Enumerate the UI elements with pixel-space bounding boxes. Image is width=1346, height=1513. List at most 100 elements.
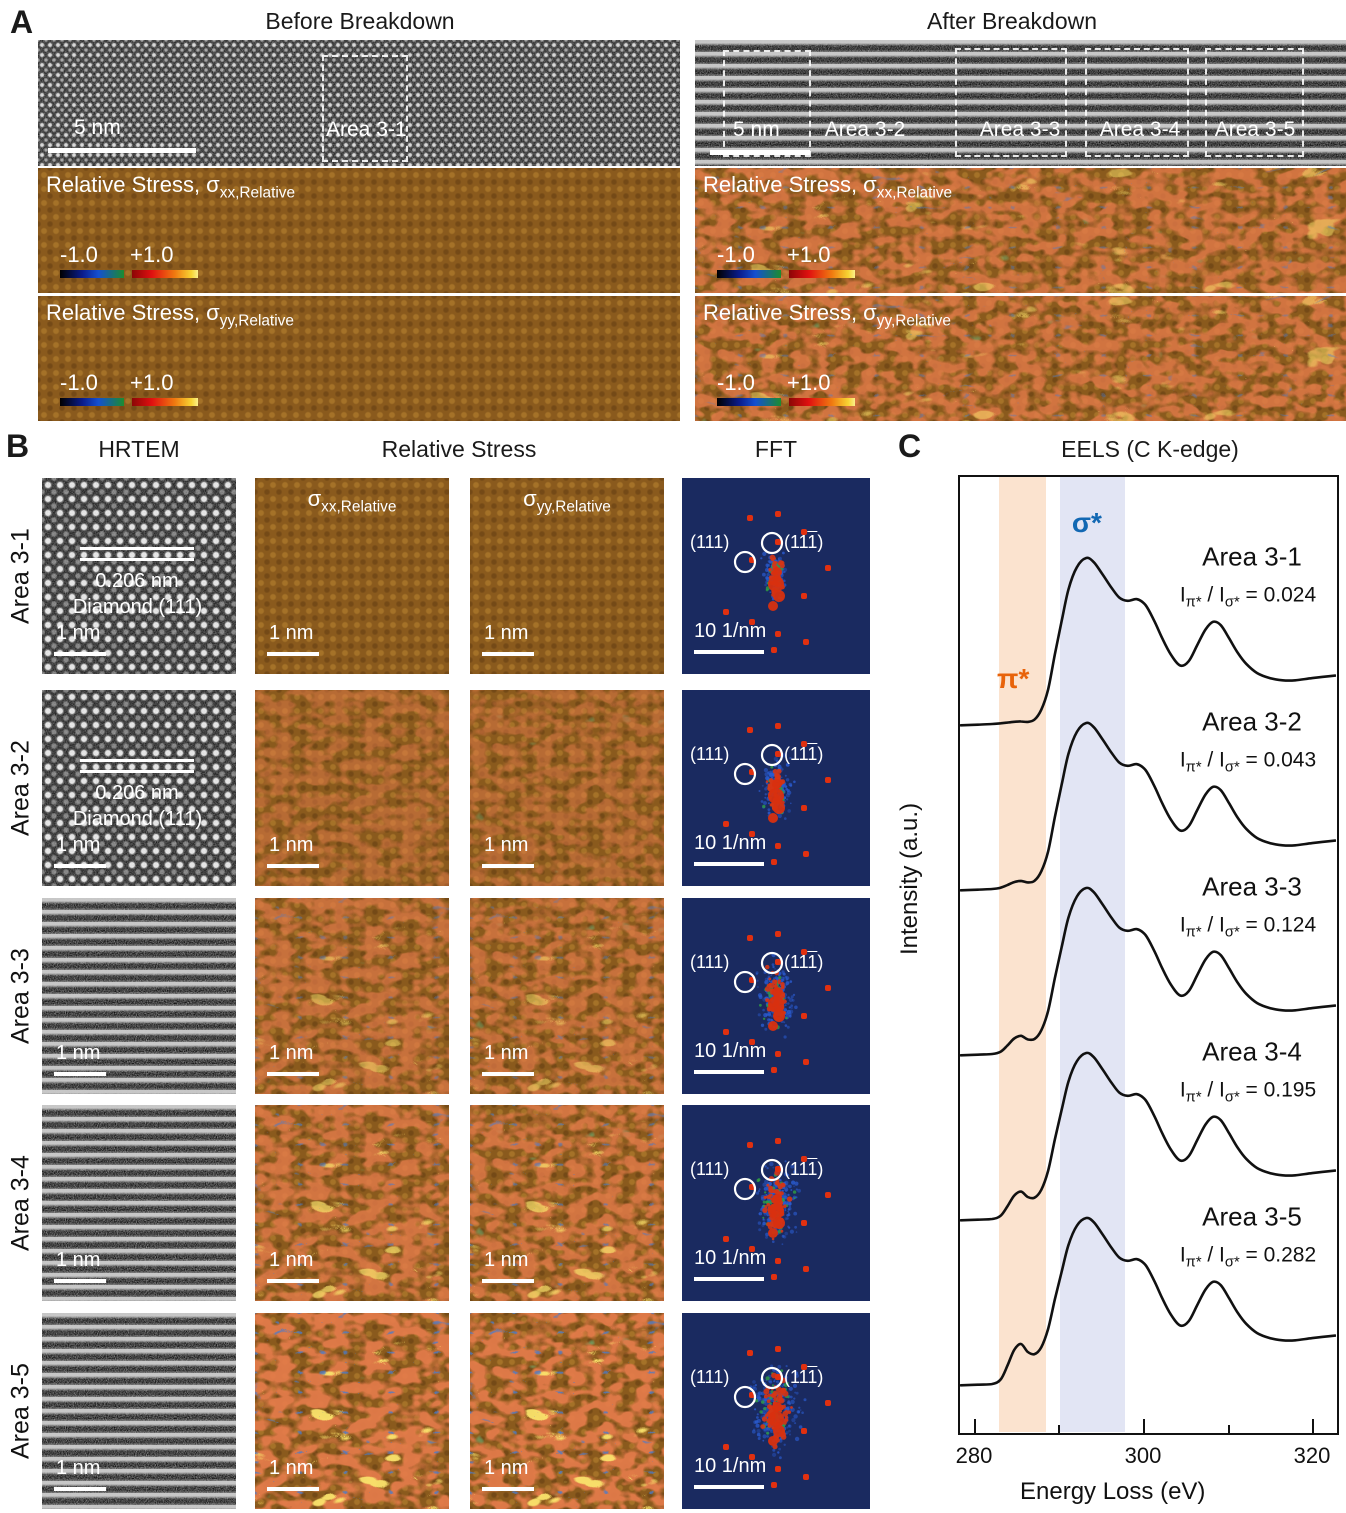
eels-ratio-label-4: Iπ* / Iσ* = 0.195	[1179, 1078, 1317, 1106]
x-tick-label-280: 280	[955, 1443, 993, 1468]
row-label-area-3-3: Area 3-3	[6, 948, 35, 1044]
hrtem-image-4: 1 nm	[42, 1105, 236, 1301]
x-axis-title: Energy Loss (eV)	[1020, 1478, 1206, 1505]
hrtem-image-2: 0.206 nm Diamond (111) 1 nm	[42, 690, 236, 886]
fft-image-3: (111) (111) 10 1/nm	[682, 898, 870, 1094]
colorbar-min: -1.0	[60, 242, 98, 267]
hrtem-image-1: 0.206 nm Diamond (111) 1 nm	[42, 478, 236, 674]
fft-scalebar-label: 10 1/nm	[694, 1247, 767, 1269]
fft-scalebar	[694, 1485, 764, 1489]
hrtem-strip-after: 5 nm Area 3-2 Area 3-3 Area 3-4 Area 3-5	[695, 40, 1346, 166]
x-minor-tick	[1228, 1425, 1230, 1433]
row-label-area-3-1: Area 3-1	[6, 528, 35, 624]
spacing-label: 0.206 nm	[95, 570, 179, 592]
fft-spot-label-111: (111)	[690, 952, 730, 972]
stress-yy-image-3: 1 nm	[470, 898, 664, 1094]
scalebar-label: 1 nm	[56, 1457, 101, 1479]
hrtem-image-5: 1 nm	[42, 1313, 236, 1509]
scalebar	[267, 864, 319, 868]
hrtem-image-3: 1 nm	[42, 898, 236, 1094]
fft-image-1: (111) (111) 10 1/nm	[682, 478, 870, 674]
colorbar-positive	[789, 398, 855, 406]
scalebar-label: 1 nm	[484, 622, 529, 644]
header-fft: FFT	[754, 436, 798, 462]
header-relative-stress: Relative Stress	[381, 436, 537, 462]
row-label-area-3-5: Area 3-5	[6, 1363, 35, 1459]
scalebar-label: 1 nm	[56, 622, 101, 644]
eels-series-label-2: Area 3-2	[1202, 706, 1302, 737]
scalebar-label: 5 nm	[74, 116, 121, 139]
scalebar-label: 1 nm	[484, 1042, 529, 1064]
colorbar-negative	[60, 270, 124, 278]
stress-xx-image-5: 1 nm	[255, 1313, 449, 1509]
area-label-area-3-4: Area 3-4	[1099, 118, 1181, 141]
scalebar	[54, 864, 106, 868]
colorbar-negative	[717, 270, 781, 278]
area-label-area-3-5: Area 3-5	[1214, 118, 1296, 141]
fft-spot-label-111: (111)	[690, 532, 730, 552]
fft-scalebar	[694, 862, 764, 866]
eels-curve-area-3-5	[960, 1216, 1336, 1387]
eels-ratio-label-5: Iπ* / Iσ* = 0.282	[1179, 1243, 1317, 1271]
stress-map-strip: Relative Stress, σyy,Relative -1.0 +1.0	[38, 296, 680, 421]
eels-curve-area-3-2	[960, 721, 1336, 892]
stress-map-strip: Relative Stress, σxx,Relative -1.0 +1.0	[38, 168, 680, 293]
fft-spot-label-11-1bar: (111)	[784, 952, 824, 972]
colorbar-negative	[60, 398, 124, 406]
fft-spot-label-111: (111)	[690, 1159, 730, 1179]
spacing-line	[80, 759, 194, 762]
area-3-1-label: Area 3-1	[326, 118, 407, 141]
colorbar-positive	[789, 270, 855, 278]
header-hrtem: HRTEM	[98, 436, 180, 462]
area-label-area-3-2: Area 3-2	[824, 118, 906, 141]
eels-curve-area-3-4	[960, 1051, 1336, 1222]
scalebar-label: 1 nm	[484, 834, 529, 856]
hrtem-strip-before: 5 nm Area 3-1	[38, 40, 680, 166]
fft-image-2: (111) (111) 10 1/nm	[682, 690, 870, 886]
colorbar-negative	[717, 398, 781, 406]
eels-ratio-label-1: Iπ* / Iσ* = 0.024	[1179, 583, 1317, 611]
panel-a-after-title: After Breakdown	[926, 8, 1098, 34]
fft-scalebar-label: 10 1/nm	[694, 1040, 767, 1062]
fft-spot-label-11-1bar: (111)	[784, 532, 824, 552]
scalebar-label: 5 nm	[733, 118, 780, 141]
fft-spot-label-11-1bar: (111)	[784, 1159, 824, 1179]
panel-c-label: C	[898, 428, 922, 464]
scalebar	[482, 652, 534, 656]
scalebar	[54, 1279, 106, 1283]
fft-scalebar-label: 10 1/nm	[694, 1455, 767, 1477]
stress-xx-image-4: 1 nm	[255, 1105, 449, 1301]
fft-spot-label-111: (111)	[690, 744, 730, 764]
x-minor-tick	[1058, 1425, 1060, 1433]
stress-xx-image-2: 1 nm	[255, 690, 449, 886]
eels-series-label-5: Area 3-5	[1202, 1201, 1302, 1232]
panel-a-label: A	[10, 4, 34, 40]
scalebar	[482, 1279, 534, 1283]
x-tick-label-300: 300	[1124, 1443, 1162, 1468]
sigma-star-band	[1060, 477, 1125, 1432]
stress-yy-image-1: σyy,Relative 1 nm	[470, 478, 664, 674]
scalebar-label: 1 nm	[56, 1249, 101, 1271]
stress-map-title: Relative Stress, σyy,Relative	[703, 300, 951, 330]
fft-image-5: (111) (111) 10 1/nm	[682, 1313, 870, 1509]
eels-curve-area-3-1	[960, 556, 1336, 727]
x-major-tick	[1312, 1419, 1314, 1433]
area-3-5-box	[1205, 48, 1304, 157]
spacing-line	[80, 558, 194, 561]
colorbar-max: +1.0	[787, 370, 831, 395]
panel-c-title: EELS (C K-edge)	[1061, 436, 1239, 462]
scalebar-label: 1 nm	[484, 1457, 529, 1479]
stress-xx-image-1: σxx,Relative 1 nm	[255, 478, 449, 674]
scalebar	[267, 1279, 319, 1283]
eels-series-label-1: Area 3-1	[1202, 541, 1302, 572]
plane-label: Diamond (111)	[72, 596, 203, 618]
panel-a-before-title: Before Breakdown	[265, 8, 455, 34]
panel-b-label: B	[6, 428, 30, 464]
colorbar-positive	[132, 398, 198, 406]
stress-yy-image-2: 1 nm	[470, 690, 664, 886]
eels-ratio-label-2: Iπ* / Iσ* = 0.043	[1179, 748, 1317, 776]
scalebar-label: 1 nm	[269, 622, 314, 644]
scalebar-label: 1 nm	[269, 834, 314, 856]
scalebar	[482, 1072, 534, 1076]
